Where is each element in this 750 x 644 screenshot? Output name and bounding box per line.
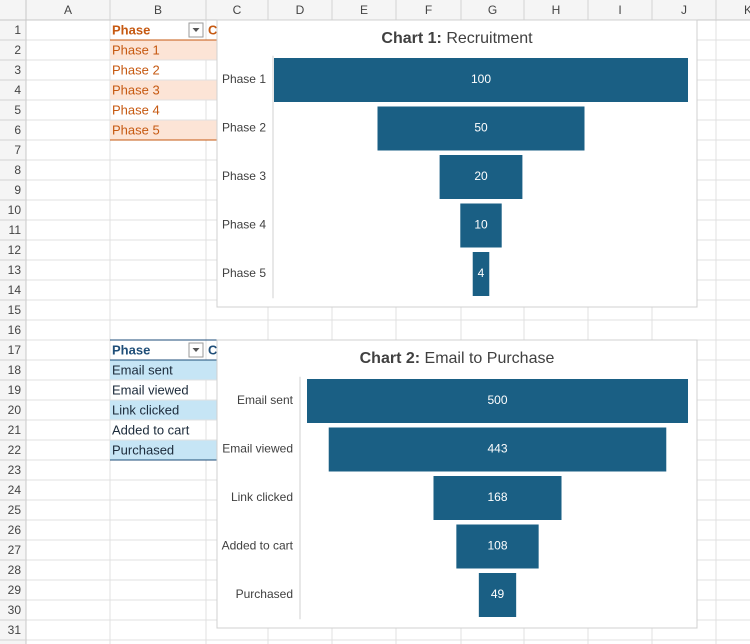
data-label: 443 [487, 442, 507, 456]
data-label: 168 [487, 490, 507, 504]
column-letter: I [618, 3, 621, 17]
row-number: 21 [8, 423, 22, 437]
column-letter: D [296, 3, 305, 17]
row-number: 16 [8, 323, 22, 337]
chart: Chart 1: Recruitment Phase 1 100 Phase 2 50 P… [216, 19, 698, 308]
funnel-bar [328, 427, 667, 472]
chart-title-text: Recruitment [446, 30, 533, 47]
column-letter: K [744, 3, 750, 17]
column-letter: G [488, 3, 497, 17]
data-label: 20 [474, 169, 488, 183]
data-label: 500 [487, 393, 507, 407]
chart-title-label: Chart 2: [360, 350, 420, 367]
row-number: 2 [14, 43, 21, 57]
row-number: 8 [14, 163, 21, 177]
row-number: 3 [14, 63, 21, 77]
category-label: Phase 2 [222, 121, 266, 135]
category-label: Phase 1 [222, 72, 266, 86]
filter-arrow [192, 348, 200, 352]
table-cell: Phase 4 [112, 102, 160, 117]
chart-title-text: Email to Purchase [425, 350, 555, 367]
category-label: Email viewed [222, 442, 293, 456]
funnel-bar [472, 252, 490, 296]
funnel-bar [307, 379, 688, 423]
table-header: Phase [112, 22, 150, 37]
table-cell: Email sent [112, 362, 173, 377]
table-cell: Purchased [112, 442, 174, 457]
column-letter: E [360, 3, 368, 17]
row-number: 14 [8, 283, 22, 297]
table-cell: Phase 2 [112, 62, 160, 77]
column-letter: H [552, 3, 561, 17]
row-number: 4 [14, 83, 21, 97]
table-cell: Phase 3 [112, 82, 160, 97]
category-label: Phase 3 [222, 169, 266, 183]
funnel-bar [433, 476, 562, 520]
row-number: 27 [8, 543, 22, 557]
data-label: 4 [478, 266, 485, 280]
data-label: 50 [474, 121, 488, 135]
row-number: 29 [8, 583, 22, 597]
table-cell: Phase 5 [112, 122, 160, 137]
row-number: 19 [8, 383, 22, 397]
table-header: Phase [112, 342, 150, 357]
category-label: Phase 4 [222, 218, 266, 232]
row-number: 26 [8, 523, 22, 537]
chart: Chart 2: Email to Purchase Email sent 500 E… [216, 339, 698, 629]
funnel-bar [377, 106, 585, 151]
row-number: 31 [8, 623, 22, 637]
table-cell: Phase 1 [112, 42, 160, 57]
row-number: 22 [8, 443, 22, 457]
row-number: 25 [8, 503, 22, 517]
category-label: Email sent [237, 393, 294, 407]
row-number: 5 [14, 103, 21, 117]
chart-title-label: Chart 1: [381, 30, 441, 47]
row-number: 30 [8, 603, 22, 617]
row-number: 13 [8, 263, 22, 277]
filter-arrow [192, 28, 200, 32]
chart-title: Chart 1: Recruitment [381, 30, 533, 47]
category-label: Purchased [236, 587, 293, 601]
data-label: 49 [491, 587, 505, 601]
category-label: Added to cart [222, 539, 294, 553]
row-number: 15 [8, 303, 22, 317]
funnel-bar [274, 58, 688, 102]
table-cell: Added to cart [112, 422, 190, 437]
column-letter: J [681, 3, 687, 17]
column-letter: B [154, 3, 162, 17]
row-number: 20 [8, 403, 22, 417]
row-number: 23 [8, 463, 22, 477]
chart-title: Chart 2: Email to Purchase [360, 350, 555, 367]
row-number: 17 [8, 343, 22, 357]
row-number: 10 [8, 203, 22, 217]
data-label: 108 [487, 539, 507, 553]
row-number: 24 [8, 483, 22, 497]
funnel-bar [456, 524, 539, 569]
column-letter: F [425, 3, 432, 17]
category-label: Link clicked [231, 490, 293, 504]
funnel-bar [439, 155, 523, 199]
row-number: 11 [9, 223, 22, 237]
column-letter: C [233, 3, 242, 17]
row-number: 28 [8, 563, 22, 577]
row-number: 6 [14, 123, 21, 137]
funnel-bar [460, 203, 502, 248]
table-cell: Email viewed [112, 382, 189, 397]
table-cell: Link clicked [112, 402, 179, 417]
data-label: 100 [471, 72, 491, 86]
category-label: Phase 5 [222, 266, 266, 280]
column-letter: A [64, 3, 72, 17]
data-label: 10 [474, 218, 488, 232]
row-number: 12 [8, 243, 22, 257]
funnel-bar [478, 573, 517, 617]
row-number: 1 [14, 23, 21, 37]
row-number: 18 [8, 363, 22, 377]
row-number: 9 [14, 183, 21, 197]
row-number: 7 [14, 143, 21, 157]
column-header-bar [0, 0, 750, 20]
